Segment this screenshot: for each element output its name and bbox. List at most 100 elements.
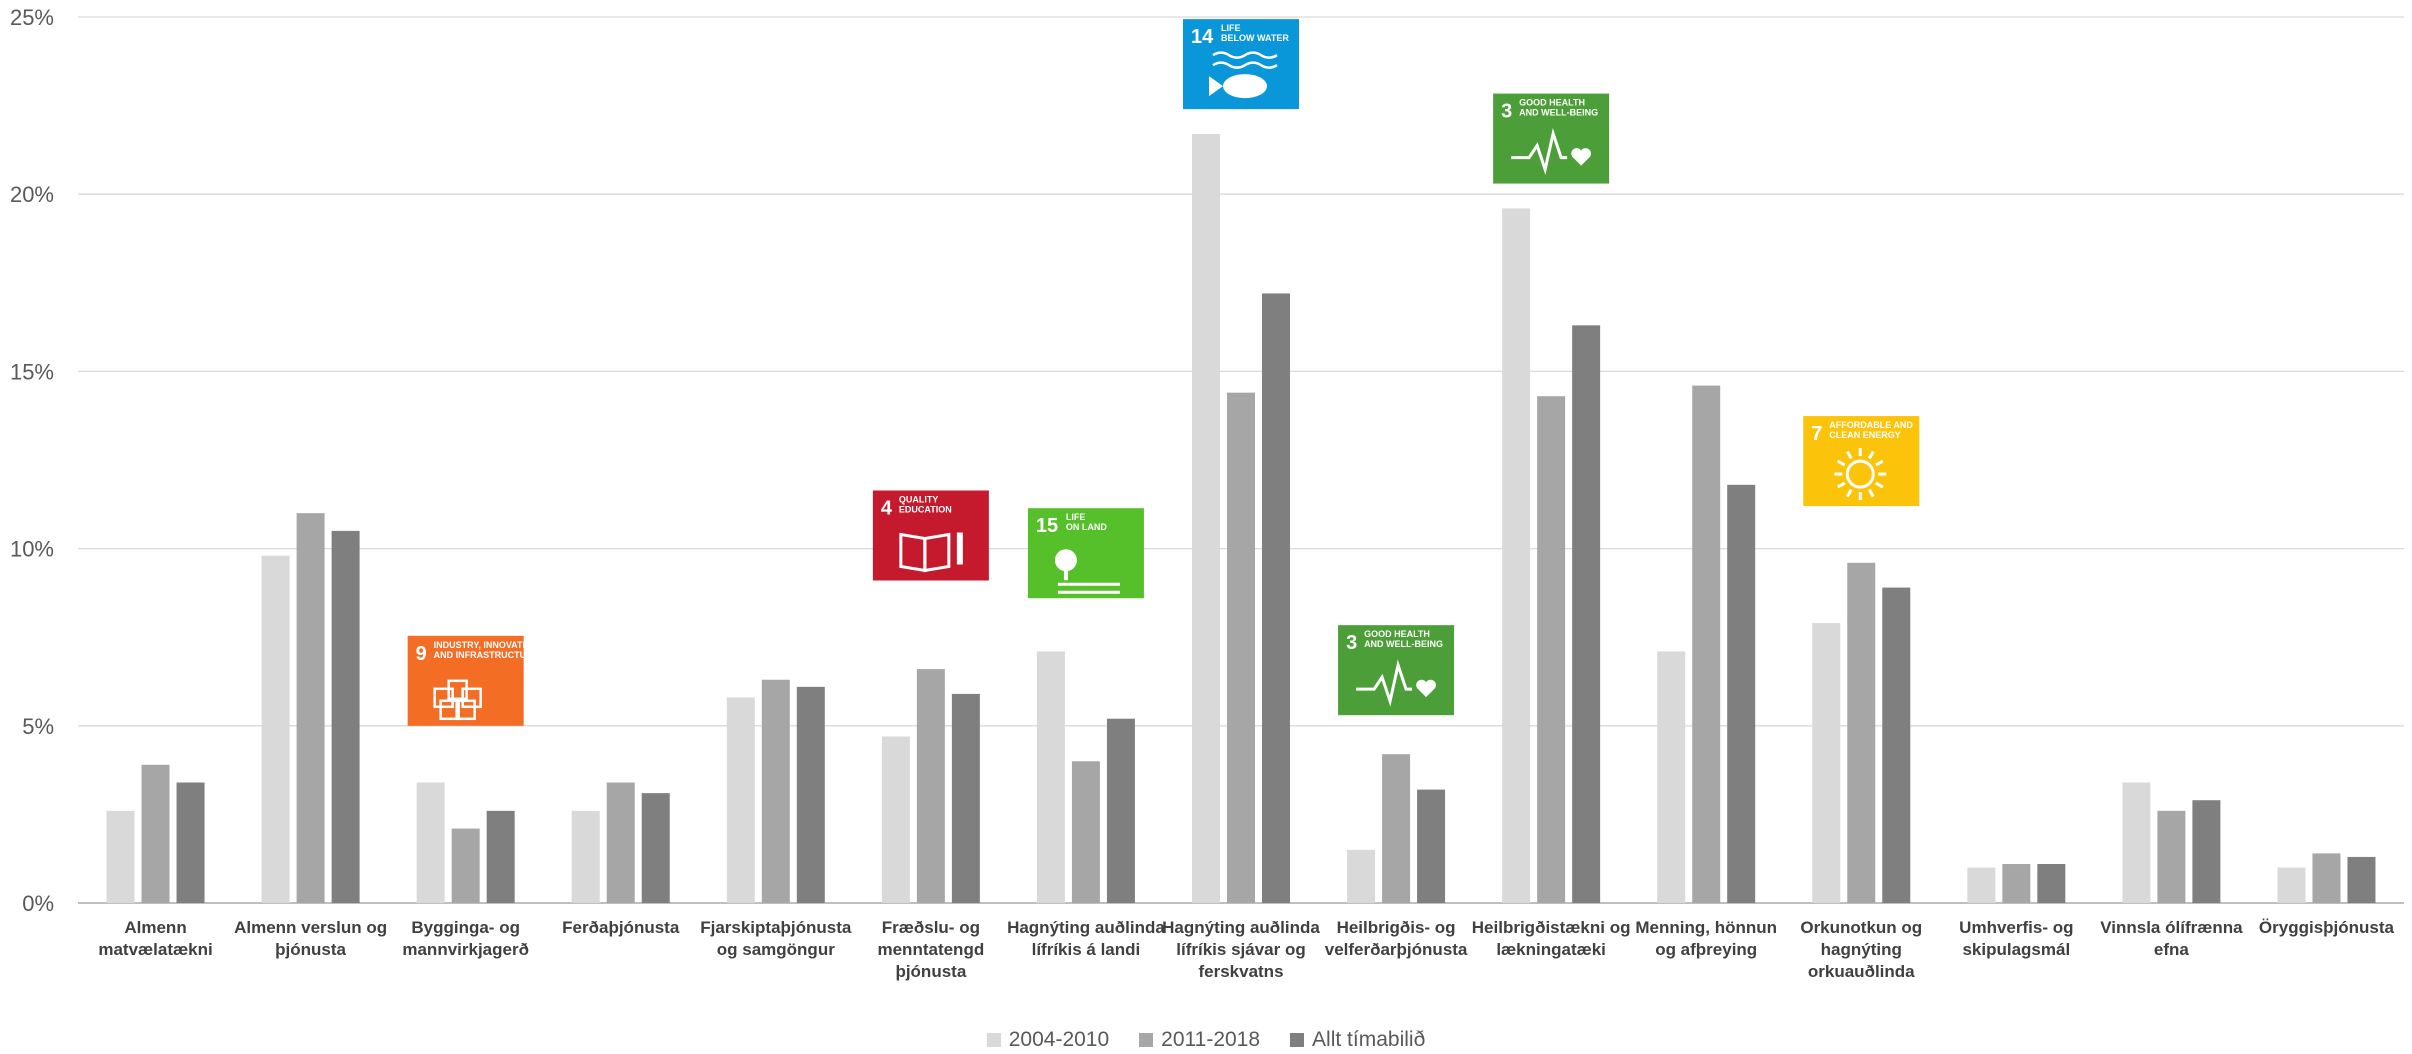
bar-allt-t-mabili--14 [2347, 856, 2376, 903]
bar-2004-2010-8 [1347, 849, 1376, 903]
sdg-goal-title-line: INDUSTRY, INNOVATION [434, 640, 539, 650]
sdg-goal-title-line: EDUCATION [899, 504, 952, 514]
sdg-goal-15-badge: 15 LIFE ON LAND [1027, 508, 1144, 599]
fish-icon [1209, 51, 1278, 99]
sdg-goal-title: LIFE ON LAND [1066, 512, 1107, 532]
sdg-goal-title: INDUSTRY, INNOVATION AND INFRASTRUCTURE [434, 640, 539, 660]
bar-2004-2010-9 [1502, 208, 1531, 904]
bar-2011-2018-1 [296, 513, 325, 903]
bar-2011-2018-10 [1692, 385, 1721, 903]
bar-2004-2010-14 [2277, 867, 2306, 903]
category-label: Fræðslu- og menntatengd þjónusta [877, 918, 984, 981]
bar-2011-2018-8 [1382, 754, 1411, 903]
bar-allt-t-mabili--5 [951, 693, 980, 903]
category-label: Vinnsla ólífrænna efna [2100, 918, 2243, 959]
bar-2011-2018-3 [606, 782, 635, 903]
sdg-goal-title: LIFE BELOW WATER [1221, 23, 1289, 43]
category-label-line: Hagnýting auðlinda [1007, 918, 1165, 937]
sdg-goal-title: GOOD HEALTH AND WELL-BEING [1364, 629, 1443, 649]
sdg-goal-title-line: QUALITY [899, 494, 939, 504]
bar-2004-2010-10 [1657, 651, 1686, 903]
category-label-line: Fjarskiptaþjónusta [700, 918, 852, 937]
y-tick-label: 25% [10, 5, 54, 30]
category-label: Heilbrigðistækni og lækningatæki [1472, 918, 1631, 959]
sdg-goal-title: GOOD HEALTH AND WELL-BEING [1519, 98, 1598, 118]
category-label: Menning, hönnun og afþreying [1635, 918, 1777, 959]
sdg-goal-number: 15 [1036, 515, 1058, 537]
category-label-line: þjónusta [895, 962, 966, 981]
category-label: Heilbrigðis- og velferðarþjónusta [1325, 918, 1468, 959]
bar-2004-2010-13 [2122, 782, 2151, 903]
category-label-line: Almenn verslun og [234, 918, 387, 937]
bar-2011-2018-0 [141, 764, 170, 903]
sdg-goal-title-line: AND WELL-BEING [1519, 108, 1598, 118]
sdg-goal-number: 4 [881, 497, 893, 519]
sdg-goal-title-line: LIFE [1221, 23, 1241, 33]
category-label-line: lífríkis sjávar og [1176, 940, 1305, 959]
legend: 2004-2010 2011-2018 Allt tímabilið [0, 1028, 2412, 1052]
legend-label: 2004-2010 [1008, 1028, 1110, 1051]
heartbeat-icon [1511, 127, 1592, 176]
cubes-icon [433, 679, 482, 721]
sdg-goal-4-badge: 4 QUALITY EDUCATION [872, 490, 989, 581]
category-label-line: Hagnýting auðlinda [1162, 918, 1320, 937]
y-tick-label: 0% [22, 891, 54, 916]
category-label-line: lífríkis á landi [1032, 940, 1141, 959]
heartbeat-icon [1356, 659, 1436, 707]
sdg-goal-number: 3 [1346, 632, 1357, 654]
legend-item-2011-2018: 2011-2018 [1139, 1028, 1260, 1052]
bar-allt-t-mabili--13 [2192, 800, 2221, 903]
category-label-line: Öryggisþjónusta [2259, 918, 2395, 937]
bar-2004-2010-0 [106, 810, 135, 903]
legend-swatch [1290, 1033, 1305, 1047]
category-label-line: mannvirkjagerð [402, 940, 529, 959]
bar-2011-2018-5 [916, 669, 945, 903]
bar-allt-t-mabili--6 [1106, 718, 1135, 903]
bar-allt-t-mabili--1 [331, 530, 360, 903]
sdg-badge-background [872, 490, 989, 581]
bar-2011-2018-11 [1847, 562, 1876, 903]
category-label-line: og samgöngur [717, 940, 835, 959]
category-label-line: efna [2154, 940, 2190, 959]
bar-allt-t-mabili--9 [1572, 325, 1601, 903]
y-tick-label: 5% [22, 714, 54, 739]
category-label: Umhverfis- og skipulagsmál [1959, 918, 2073, 959]
sdg-goal-title-line: AFFORDABLE AND [1829, 420, 1913, 430]
bar-2011-2018-7 [1227, 392, 1255, 903]
category-label-line: matvælatækni [98, 940, 212, 959]
sdg-goal-9-badge: 9 INDUSTRY, INNOVATION AND INFRASTRUCTURE [407, 635, 539, 726]
category-label-line: ferskvatns [1198, 962, 1283, 981]
bar-allt-t-mabili--4 [796, 686, 825, 903]
category-label: Orkunotkun og hagnýting orkuauðlinda [1800, 918, 1922, 981]
category-label-line: orkuauðlinda [1808, 962, 1915, 981]
bar-allt-t-mabili--7 [1262, 293, 1290, 903]
sdg-goal-14-badge: 14 LIFE BELOW WATER [1183, 19, 1299, 110]
legend-swatch [986, 1033, 1001, 1047]
bar-2004-2010-3 [571, 810, 600, 903]
tree-icon [1054, 549, 1120, 594]
bar-2011-2018-4 [761, 679, 790, 903]
category-label-line: og afþreying [1655, 940, 1757, 959]
bar-allt-t-mabili--10 [1727, 484, 1756, 903]
bar-allt-t-mabili--11 [1882, 587, 1911, 903]
sdg-goal-title-line: AND INFRASTRUCTURE [434, 650, 539, 660]
legend-item-2004-2010: 2004-2010 [986, 1028, 1110, 1052]
legend-swatch [1139, 1033, 1154, 1047]
sdg-goal-3-badge: 3 GOOD HEALTH AND WELL-BEING [1493, 93, 1610, 184]
bar-2011-2018-13 [2157, 810, 2186, 903]
sdg-goal-title-line: BELOW WATER [1221, 33, 1289, 43]
bar-2011-2018-14 [2312, 853, 2341, 903]
bar-2004-2010-2 [416, 782, 445, 903]
bar-2011-2018-9 [1537, 396, 1566, 903]
sdg-goal-title-line: GOOD HEALTH [1364, 629, 1430, 639]
category-label: Fjarskiptaþjónusta og samgöngur [700, 918, 852, 959]
legend-label: 2011-2018 [1161, 1028, 1261, 1051]
category-label: Öryggisþjónusta [2259, 918, 2395, 937]
bar-allt-t-mabili--2 [486, 810, 515, 903]
sdg-goal-number: 9 [416, 643, 427, 665]
category-label-line: hagnýting [1821, 940, 1902, 959]
sdg-goal-title-line: GOOD HEALTH [1519, 98, 1585, 108]
sdg-goal-3-badge: 3 GOOD HEALTH AND WELL-BEING [1338, 625, 1455, 716]
bar-2011-2018-6 [1071, 761, 1100, 903]
bar-allt-t-mabili--12 [2037, 864, 2066, 903]
